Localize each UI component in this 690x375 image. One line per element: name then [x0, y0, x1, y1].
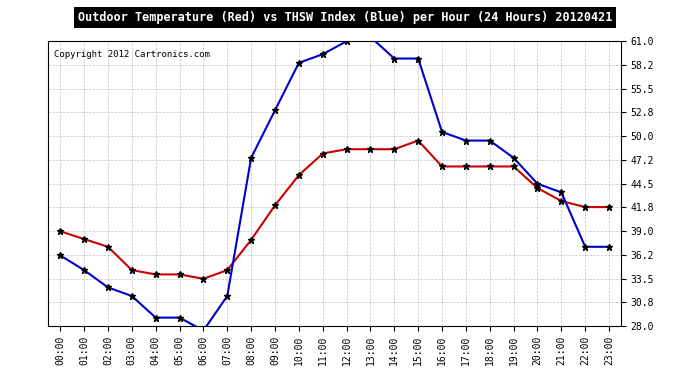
Text: Outdoor Temperature (Red) vs THSW Index (Blue) per Hour (24 Hours) 20120421: Outdoor Temperature (Red) vs THSW Index … [78, 11, 612, 24]
Text: Copyright 2012 Cartronics.com: Copyright 2012 Cartronics.com [54, 50, 210, 59]
